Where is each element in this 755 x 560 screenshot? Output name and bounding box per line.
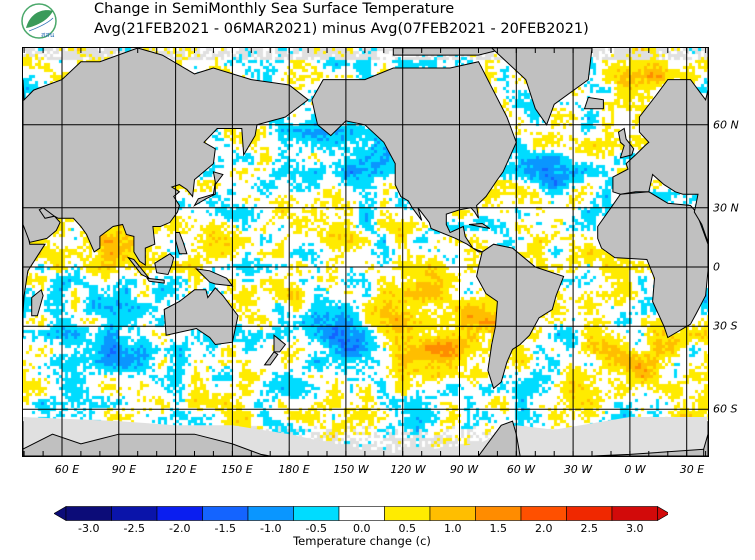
sst-change-map	[23, 48, 708, 456]
south-america	[476, 243, 565, 390]
colorbar-swatch	[111, 506, 158, 521]
longitude-label: 90 E	[111, 463, 137, 476]
longitude-label: 60 E	[54, 463, 80, 476]
longitude-label: 120 W	[390, 463, 426, 476]
colorbar-label: 0.5	[398, 522, 417, 535]
java	[146, 277, 165, 284]
iceland	[583, 96, 604, 110]
colorbar-label: 2.0	[535, 522, 553, 535]
colorbar-max-arrow	[657, 506, 668, 521]
colorbar-label: 0.0	[353, 522, 371, 535]
longitude-label: 180 E	[278, 463, 310, 476]
colorbar-swatch	[520, 506, 567, 521]
colorbar-swatch	[65, 506, 112, 521]
cuba	[468, 222, 491, 229]
colorbar-label: -3.0	[78, 522, 100, 535]
new-zealand-north	[273, 334, 287, 353]
antarctica	[703, 421, 708, 456]
colorbar-label: -2.0	[169, 522, 191, 535]
svg-text:สสน: สสน	[41, 31, 55, 39]
japan	[193, 171, 224, 207]
colorbar-swatch	[384, 506, 431, 521]
north-america	[311, 61, 517, 253]
colorbar-swatch	[156, 506, 203, 521]
new-zealand-south	[263, 351, 279, 366]
colorbar-swatch	[566, 506, 613, 521]
africa	[23, 191, 46, 338]
africa	[597, 191, 708, 339]
land-and-grid-overlay	[23, 48, 708, 456]
colorbar-label: 3.0	[626, 522, 644, 535]
chart-subtitle: Avg(21FEB2021 - 06MAR2021) minus Avg(07F…	[94, 21, 589, 37]
madagascar	[31, 288, 44, 317]
colorbar-swatch	[202, 506, 249, 521]
eurasia	[612, 48, 708, 266]
longitude-label: 90 W	[449, 463, 479, 476]
colorbar-swatch	[429, 506, 476, 521]
canadian-arctic	[392, 48, 508, 56]
colorbar-label: -2.5	[123, 522, 145, 535]
colorbar-label: -0.5	[305, 522, 327, 535]
colorbar-label: 1.5	[489, 522, 508, 535]
antarctica	[23, 420, 708, 456]
longitude-label: 120 E	[165, 463, 197, 476]
greenland	[490, 48, 593, 126]
logo: สสน	[20, 2, 58, 40]
new-guinea	[194, 268, 234, 287]
colorbar-label: -1.0	[260, 522, 282, 535]
borneo	[154, 253, 175, 276]
colorbar-title: Temperature change (c)	[293, 534, 431, 548]
longitude-label: 0 W	[624, 463, 646, 476]
latitude-label: 30 N	[713, 201, 739, 215]
eurasia	[23, 48, 309, 267]
philippines	[175, 232, 188, 255]
longitude-label: 150 W	[333, 463, 369, 476]
colorbar-label: -1.5	[214, 522, 236, 535]
colorbar-swatch	[475, 506, 522, 521]
australia	[163, 287, 239, 346]
longitude-label: 30 E	[679, 463, 705, 476]
colorbar-label: 2.5	[580, 522, 599, 535]
uk	[617, 127, 635, 159]
colorbar-swatch	[338, 506, 385, 521]
colorbar-swatch	[611, 506, 658, 521]
latitude-label: 0	[713, 260, 720, 274]
longitude-label: 30 W	[563, 463, 593, 476]
chart-title: Change in SemiMonthly Sea Surface Temper…	[94, 1, 455, 17]
latitude-label: 60 S	[713, 402, 738, 416]
colorbar-swatch	[293, 506, 340, 521]
colorbar	[54, 506, 668, 521]
latitude-label: 60 N	[713, 118, 739, 132]
colorbar-label: 1.0	[444, 522, 462, 535]
latitude-label: 30 S	[713, 319, 738, 333]
longitude-label: 150 E	[221, 463, 253, 476]
longitude-label: 60 W	[506, 463, 536, 476]
colorbar-swatch	[247, 506, 294, 521]
colorbar-min-arrow	[54, 506, 67, 521]
